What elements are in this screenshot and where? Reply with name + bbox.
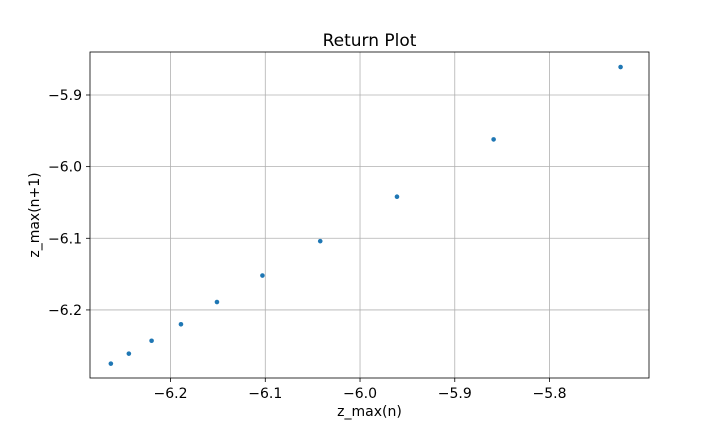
data-points xyxy=(108,64,623,366)
data-point xyxy=(394,194,400,200)
x-tick-label: −5.8 xyxy=(533,386,567,402)
x-tick-label: −6.0 xyxy=(343,386,377,402)
x-tick-label: −6.1 xyxy=(248,386,282,402)
data-point xyxy=(317,238,323,244)
x-tick-label: −6.2 xyxy=(154,386,188,402)
x-tick-label: −5.9 xyxy=(438,386,472,402)
data-point xyxy=(108,361,114,366)
data-point xyxy=(178,321,184,327)
y-tick-label: −6.1 xyxy=(48,231,82,247)
grid-lines xyxy=(90,52,649,378)
chart-title: Return Plot xyxy=(323,31,417,51)
y-tick-label: −6.0 xyxy=(48,160,82,176)
data-point xyxy=(491,137,496,142)
plot-frame xyxy=(89,51,650,379)
y-tick-label: −6.2 xyxy=(48,303,82,319)
data-point xyxy=(126,351,132,356)
data-point xyxy=(618,64,623,70)
data-point xyxy=(214,299,220,305)
x-axis-label: z_max(n) xyxy=(337,404,402,420)
y-tick-label: −5.9 xyxy=(48,88,82,104)
y-axis-label: z_max(n+1) xyxy=(27,172,43,257)
data-point xyxy=(149,338,154,344)
axis-ticks: −6.2 −6.1 −6.0 −5.9 −5.8 −5.9 −6.0 −6.1 −6.2 xyxy=(48,88,567,402)
data-point xyxy=(260,273,265,278)
